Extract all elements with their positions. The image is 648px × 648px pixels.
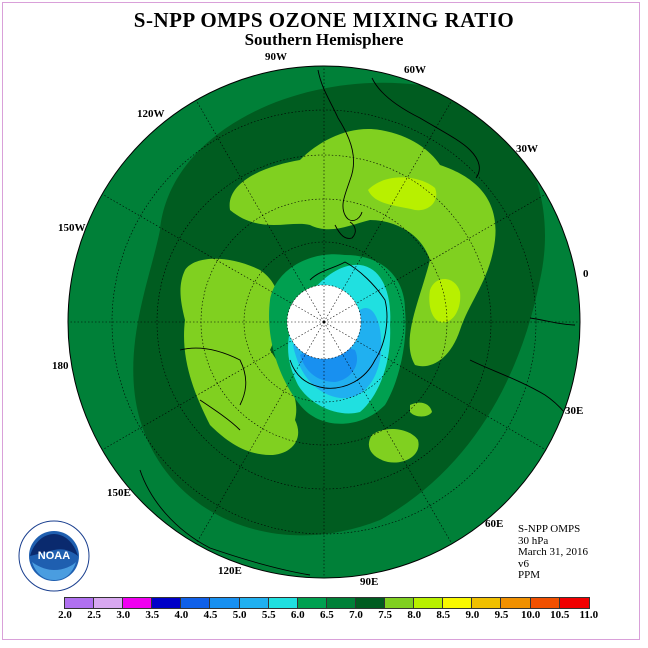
antarctic-peninsula-tip [334, 221, 356, 239]
new-zealand-coast [179, 347, 247, 406]
label-lon-180: 180 [52, 360, 69, 372]
south-america-east-coast [371, 77, 480, 179]
label-lon-60w: 60W [404, 64, 426, 76]
colorbar-segment [239, 598, 269, 608]
colorbar-segment [210, 598, 240, 608]
region-7-5-west [180, 258, 299, 455]
label-lon-0: 0 [583, 268, 589, 280]
colorbar-segment [501, 598, 531, 608]
colorbar-tick-label: 6.5 [320, 609, 334, 621]
colorbar-tick-label: 8.0 [407, 609, 422, 621]
colorbar-segment [385, 598, 415, 608]
colorbar-tick-label: 8.5 [436, 609, 451, 621]
colorbar-segment [326, 598, 356, 608]
colorbar-tick-label: 11.0 [579, 609, 599, 621]
antarctica-coast [289, 261, 388, 389]
colorbar-tick-label: 5.5 [261, 609, 276, 621]
label-lon-30e: 30E [565, 405, 584, 417]
map-border [67, 65, 581, 579]
africa-west-coast [529, 317, 576, 326]
map-subtitle: Southern Hemisphere [244, 30, 404, 49]
info-version: v6 [518, 557, 529, 570]
colorbar-tick-label: 7.5 [378, 609, 392, 621]
colorbar-tick-label: 6.0 [290, 609, 305, 621]
colorbar-segment [94, 598, 124, 608]
colorbar-tick-label: 9.5 [494, 609, 509, 621]
australia-south-coast [139, 469, 311, 576]
info-level: 30 hPa [518, 534, 549, 547]
info-units: PPM [518, 569, 541, 581]
label-lon-90w: 90W [265, 51, 287, 63]
region-8-0-east [429, 278, 461, 323]
colorbar-tick-label: 7.0 [349, 609, 363, 621]
colorbar-segment [65, 598, 95, 608]
map-title: S-NPP OMPS OZONE MIXING RATIO [133, 8, 515, 32]
colorbar-tick-label: 5.0 [232, 609, 247, 621]
colorbar-segment [123, 598, 153, 608]
tasmania-coast [199, 399, 241, 431]
colorbar-segment [414, 598, 444, 608]
colorbar-tick-label: 4.5 [203, 609, 218, 621]
colorbar-tick-label: 3.5 [145, 609, 160, 621]
product-info: S-NPP OMPS 30 hPa March 31, 2016 v6 PPM [518, 523, 588, 582]
colorbar-segment [268, 598, 298, 608]
colorbar-segment [559, 598, 589, 608]
info-instrument: S-NPP OMPS [518, 523, 581, 535]
colorbar-segment [181, 598, 211, 608]
colorbar-segment [355, 598, 386, 608]
colorbar-tick-label: 10.5 [550, 609, 570, 621]
colorbar-segment [472, 598, 502, 608]
colorbar-tick-label: 10.0 [520, 609, 541, 621]
label-lon-150e: 150E [107, 487, 131, 499]
colorbar-labels: 2.0 2.5 3.0 3.5 4.0 4.5 5.0 5.5 6.0 6.5 7.0 7.5 8.0 8… [0, 609, 648, 623]
meridian-lines [68, 66, 580, 578]
colorbar-segment [530, 598, 560, 608]
colorbar-tick-label: 9.0 [465, 609, 480, 621]
colorbar-segment [443, 598, 473, 608]
colorbar-tick-label: 3.0 [116, 609, 131, 621]
label-lon-30w: 30W [516, 143, 538, 155]
label-lon-150w: 150W [58, 222, 86, 234]
map-disc [68, 66, 580, 578]
label-lon-60e: 60E [485, 518, 504, 530]
region-7-5-south [368, 428, 419, 463]
colorbar-tick-label: 4.0 [174, 609, 189, 621]
noaa-logo: NOAA [18, 520, 90, 592]
colorbar-segment [152, 598, 182, 608]
logo-text: NOAA [38, 550, 70, 562]
info-date: March 31, 2016 [518, 546, 588, 558]
colorbar-tick-label: 2.0 [58, 609, 72, 621]
label-lon-120w: 120W [137, 108, 165, 120]
colorbar [64, 597, 590, 609]
region-7-5-small [410, 402, 432, 417]
label-lon-120e: 120E [218, 565, 242, 577]
colorbar-tick-label: 2.5 [87, 609, 101, 621]
label-lon-90e: 90E [360, 576, 379, 588]
region-8-0-north [368, 177, 437, 211]
south-america-coast [317, 69, 363, 222]
colorbar-segment [297, 598, 327, 608]
